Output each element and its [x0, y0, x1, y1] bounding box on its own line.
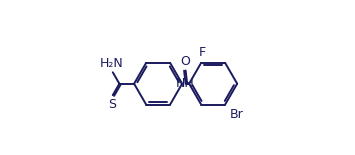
Text: NH: NH: [176, 77, 195, 90]
Text: H₂N: H₂N: [100, 57, 124, 70]
Text: O: O: [181, 55, 191, 68]
Text: S: S: [108, 98, 116, 111]
Text: Br: Br: [229, 108, 243, 121]
Text: F: F: [198, 46, 206, 59]
